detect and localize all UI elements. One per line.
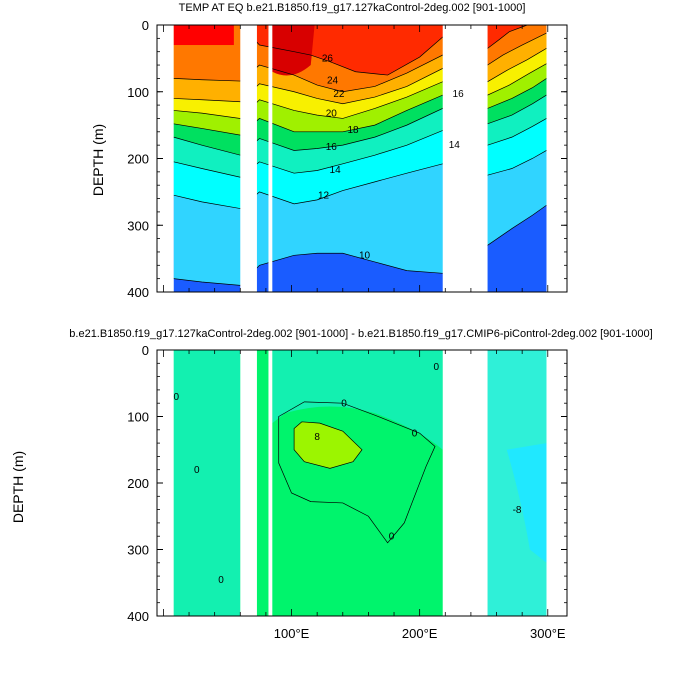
- contour-label: 14: [330, 165, 342, 176]
- contour-label: -8: [513, 505, 522, 516]
- isotherm-26-line: [173, 24, 528, 76]
- contour-label: 20: [326, 108, 338, 119]
- contour-label: 8: [314, 432, 320, 443]
- land-mask: [442, 25, 488, 292]
- contour-label: 0: [218, 575, 224, 586]
- contour-label: 0: [389, 532, 395, 543]
- y-tick-label: 0: [142, 18, 149, 33]
- bottom-panel: b.e21.B1850.f19_g17.127kaControl-2deg.00…: [10, 328, 653, 641]
- y-tick-label: 300: [127, 543, 149, 558]
- land-mask: [240, 350, 257, 616]
- contour-label: 16: [453, 89, 465, 100]
- anomaly-west-near-zero: [173, 350, 241, 616]
- y-tick-label: 200: [127, 152, 149, 167]
- x-tick-label: 300°E: [530, 626, 566, 641]
- bottom-y-axis-label: DEPTH (m): [10, 451, 26, 523]
- anomaly-east-negative: [506, 443, 547, 563]
- contour-label: 0: [434, 362, 440, 373]
- contour-label: 10: [359, 251, 371, 262]
- temp-band-isotherm-26: [173, 25, 528, 76]
- warm-pool-core: [272, 25, 315, 76]
- land-mask: [268, 350, 273, 616]
- anomaly-top-near-zero: [272, 350, 443, 450]
- contour-label: 0: [194, 465, 200, 476]
- land-mask: [268, 25, 273, 292]
- warm-pool-west: [173, 25, 234, 46]
- contour-label: 0: [412, 428, 418, 439]
- contour-label: 12: [318, 191, 330, 202]
- x-tick-label: 100°E: [274, 626, 310, 641]
- y-tick-label: 300: [127, 218, 149, 233]
- top-panel-title: TEMP AT EQ b.e21.B1850.f19_g17.127kaCont…: [179, 2, 526, 14]
- land-mask: [240, 25, 257, 292]
- y-tick-label: 0: [142, 343, 149, 358]
- land-mask: [442, 350, 488, 616]
- contour-label: 14: [449, 140, 461, 151]
- contour-label: 26: [322, 54, 334, 65]
- x-tick-label: 200°E: [402, 626, 438, 641]
- contour-label: 22: [333, 89, 345, 100]
- contour-label: 24: [327, 76, 339, 87]
- y-tick-label: 100: [127, 85, 149, 100]
- contour-label: 18: [347, 125, 359, 136]
- contour-label: 0: [341, 399, 347, 410]
- anomaly-zero-contour-core: [278, 401, 436, 544]
- bottom-panel-title: b.e21.B1850.f19_g17.127kaControl-2deg.00…: [69, 328, 652, 340]
- top-panel: TEMP AT EQ b.e21.B1850.f19_g17.127kaCont…: [90, 2, 568, 300]
- contour-label: 0: [173, 392, 179, 403]
- top-y-axis-label: DEPTH (m): [90, 124, 106, 196]
- y-tick-label: 400: [127, 285, 149, 300]
- y-tick-label: 400: [127, 609, 149, 624]
- y-tick-label: 200: [127, 476, 149, 491]
- anomaly-positive-anomaly: [293, 421, 363, 469]
- contour-label: 16: [326, 142, 338, 153]
- y-tick-label: 100: [127, 410, 149, 425]
